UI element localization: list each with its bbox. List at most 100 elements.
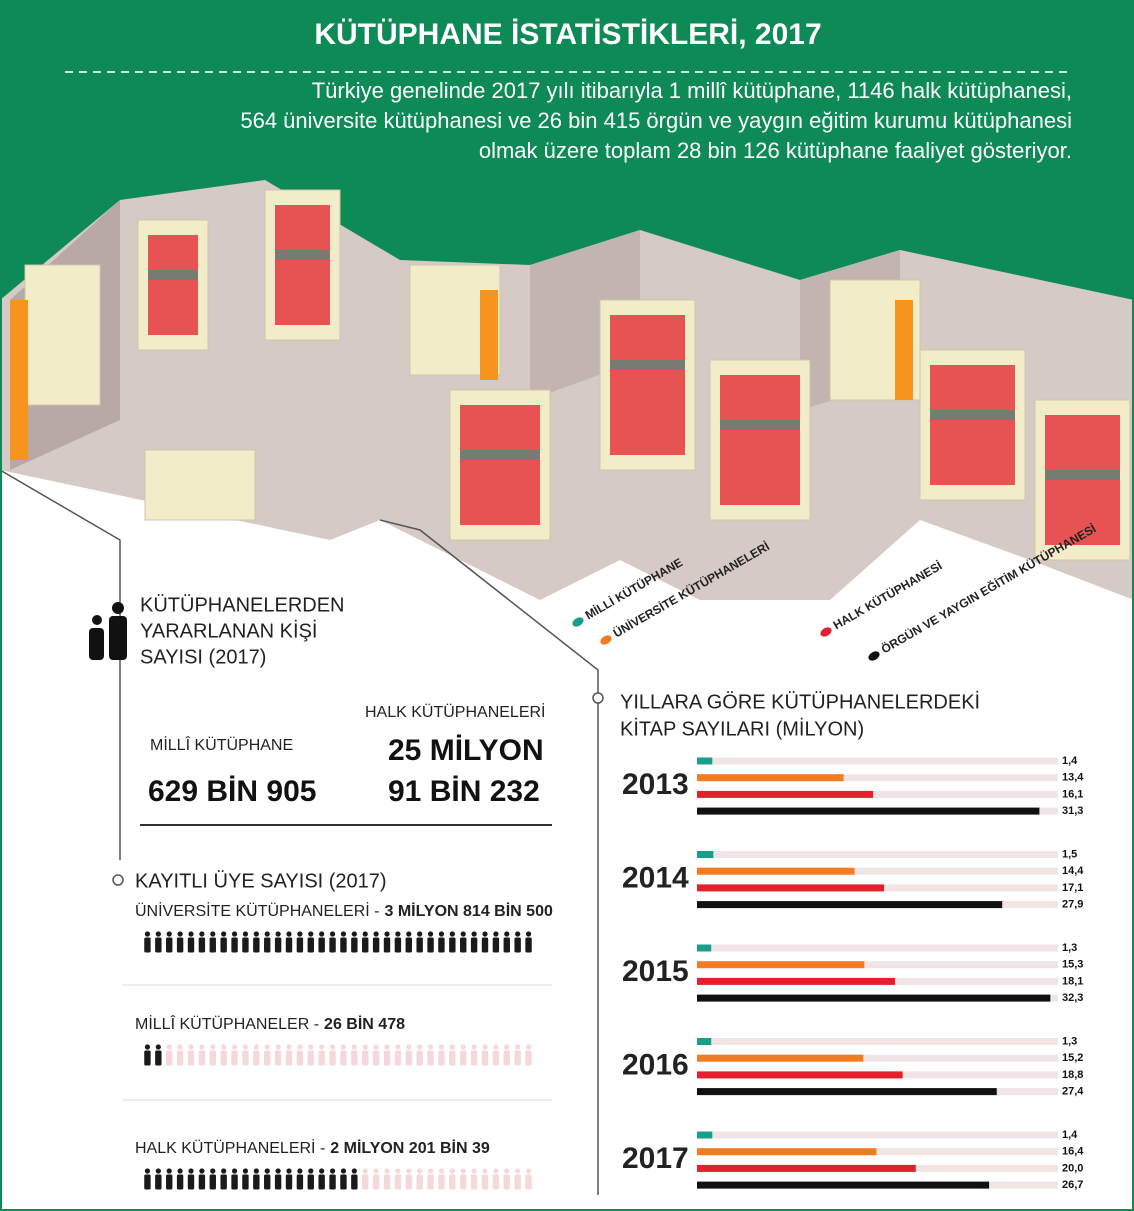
person-body: [166, 1174, 173, 1190]
person-icon: [340, 1044, 347, 1066]
person-head: [264, 1044, 270, 1050]
person-body: [351, 937, 358, 953]
person-icon: [503, 1044, 510, 1066]
person-body: [481, 937, 489, 953]
person-head: [417, 1044, 423, 1050]
person-head: [253, 1168, 259, 1174]
person-icon: [351, 1168, 358, 1190]
person-body: [209, 1050, 216, 1066]
person-icon: [394, 1168, 402, 1190]
person-icon: [492, 1168, 500, 1190]
person-head: [210, 1044, 216, 1050]
person-body: [307, 937, 314, 953]
person-icon: [372, 931, 380, 953]
description-line: olmak üzere toplam 28 bin 126 kütüphane …: [479, 138, 1072, 163]
bar-track: [697, 1054, 1058, 1062]
person-body: [503, 1174, 510, 1190]
person-icon: [231, 931, 238, 953]
person-head: [177, 931, 183, 937]
value-label: 16,1: [1062, 788, 1083, 800]
person-icon: [253, 931, 260, 953]
person-body: [394, 1050, 402, 1066]
person-icon: [274, 931, 282, 953]
year-label: 2016: [622, 1048, 689, 1081]
value-label: 20,0: [1062, 1162, 1083, 1174]
person-body: [253, 1174, 260, 1190]
person-body: [492, 1174, 500, 1190]
person-icon: [503, 1168, 510, 1190]
person-icon: [144, 1168, 151, 1190]
person-body: [209, 1174, 216, 1190]
member-label: ÜNİVERSİTE KÜTÜPHANELERİ - 3 MİLYON 814 B…: [135, 901, 553, 920]
person-head: [395, 1044, 401, 1050]
person-icon: [285, 931, 293, 953]
member-label-text: ÜNİVERSİTE KÜTÜPHANELERİ -: [135, 901, 379, 920]
description-line: Türkiye genelinde 2017 yılı itibarıyla 1…: [312, 78, 1072, 103]
person-head: [471, 1044, 477, 1050]
person-head: [395, 1168, 401, 1174]
person-body: [329, 937, 336, 953]
person-head: [329, 1044, 336, 1050]
person-head: [155, 931, 161, 937]
member-label-text: HALK KÜTÜPHANELERİ -: [135, 1138, 325, 1157]
person-icon: [514, 931, 521, 953]
person-body: [155, 1174, 162, 1190]
person-icon: [144, 931, 151, 953]
person-head: [515, 1044, 521, 1050]
page-title: KÜTÜPHANE İSTATİSTİKLERİ, 2017: [314, 18, 821, 51]
year-label: 2015: [622, 955, 689, 988]
person-body: [449, 937, 456, 953]
person-icon: [318, 1168, 325, 1190]
person-head: [231, 1044, 238, 1050]
person-body: [307, 1174, 314, 1190]
member-label-text: MİLLÎ KÜTÜPHANELER -: [135, 1014, 319, 1033]
person-body: [318, 1174, 325, 1190]
person-icon: [296, 931, 304, 953]
person-body: [274, 1174, 282, 1190]
person-head: [340, 931, 347, 937]
bar-track: [697, 1148, 1058, 1156]
value-label: 17,1: [1062, 882, 1083, 894]
person-body: [405, 1050, 412, 1066]
person-head: [221, 1168, 227, 1174]
person-body: [340, 1050, 347, 1066]
person-head: [286, 931, 292, 937]
person-head: [417, 931, 423, 937]
person-head: [275, 1168, 281, 1174]
person-icon: [351, 931, 358, 953]
person-body: [307, 1050, 314, 1066]
person-body: [274, 1050, 282, 1066]
person-body: [394, 1174, 402, 1190]
person-icon: [264, 1168, 271, 1190]
person-head: [438, 931, 445, 937]
person-icon: [198, 1168, 206, 1190]
person-head: [351, 931, 357, 937]
person-head: [166, 1168, 172, 1174]
person-head: [351, 1168, 357, 1174]
person-icon: [416, 931, 423, 953]
bar: [697, 1038, 712, 1045]
bar-track: [697, 867, 1058, 875]
person-body: [438, 1174, 445, 1190]
bar-track: [697, 790, 1058, 798]
person-head: [199, 931, 205, 937]
person-head: [460, 1168, 466, 1174]
person-icon: [198, 1044, 206, 1066]
person-body: [405, 937, 412, 953]
description-line: 564 üniversite kütüphanesi ve 26 bin 415…: [240, 108, 1072, 133]
person-head: [384, 1168, 390, 1174]
value-label: 27,9: [1062, 899, 1083, 911]
person-icon: [340, 931, 347, 953]
person-icon: [176, 931, 184, 953]
person-icon: [155, 931, 162, 953]
person-body: [176, 937, 184, 953]
bar: [697, 1071, 903, 1079]
person-icon: [525, 931, 532, 953]
person-head: [253, 931, 259, 937]
person-head: [384, 1044, 390, 1050]
person-icon: [209, 1044, 216, 1066]
person-icon: [264, 1044, 271, 1066]
person-head: [482, 1044, 488, 1050]
person-head: [460, 1044, 466, 1050]
person-icon: [274, 1044, 282, 1066]
